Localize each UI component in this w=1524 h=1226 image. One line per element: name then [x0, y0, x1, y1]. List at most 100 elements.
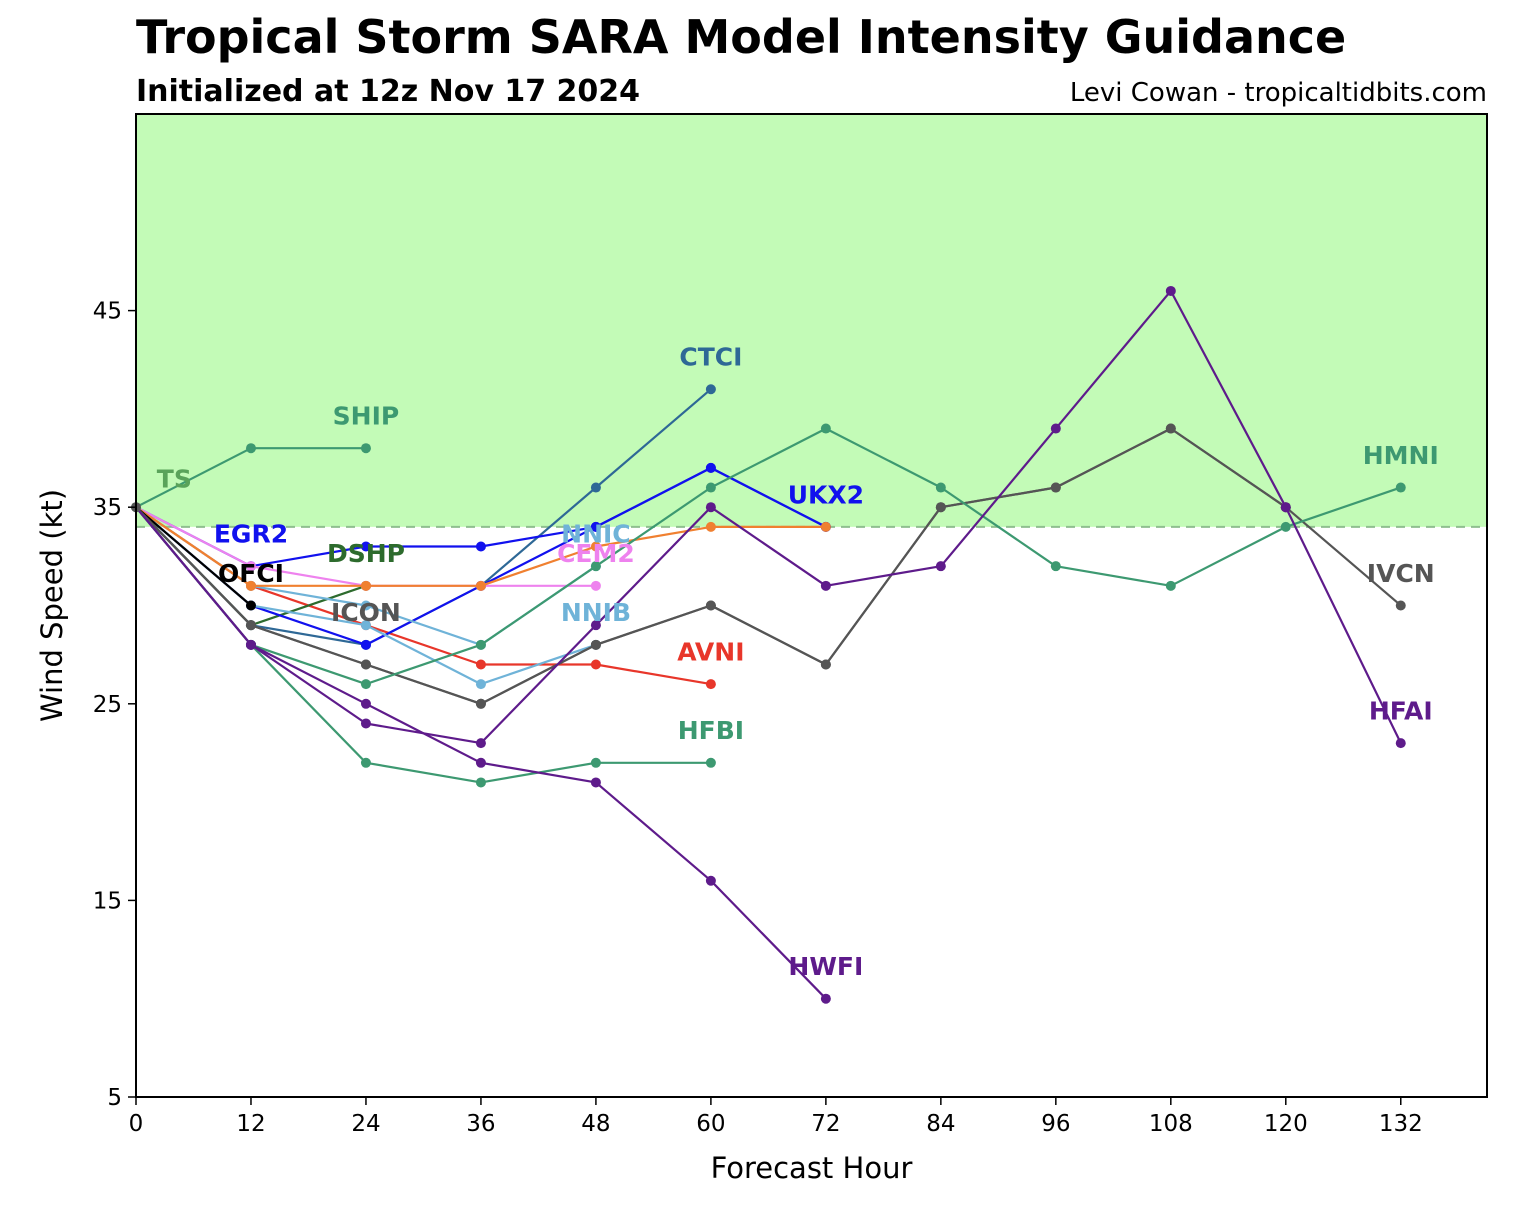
x-tick-label: 60: [696, 1111, 725, 1137]
data-point-ivcn: [590, 639, 601, 650]
data-point-ukx2: [590, 521, 601, 532]
data-point-ivcn: [1050, 482, 1061, 493]
data-point-nnib: [475, 679, 486, 690]
x-tick-label: 132: [1379, 1111, 1423, 1137]
data-point-hfai: [360, 718, 371, 729]
data-point-hfai: [475, 738, 486, 749]
series-line-ivcn: [135, 427, 1402, 705]
data-point-ivcn: [935, 502, 946, 513]
data-point-hfbi: [475, 777, 486, 788]
data-point-nnib: [360, 620, 371, 631]
x-tick-label: 36: [466, 1111, 495, 1137]
x-axis-label: Forecast Hour: [711, 1151, 913, 1185]
data-point-ukx2: [360, 639, 371, 650]
series-label-ukx2: UKX2: [788, 480, 864, 509]
series-label-ivcn: IVCN: [1367, 559, 1435, 588]
data-point-unnamed: [360, 580, 371, 591]
data-point-ukx2: [705, 462, 716, 473]
series-label-nnib: NNIB: [561, 598, 631, 627]
y-axis-label: Wind Speed (kt): [35, 489, 69, 722]
data-point-hfbi: [590, 757, 601, 768]
data-point-hmni: [590, 561, 601, 572]
data-point-avni: [705, 679, 716, 690]
data-point-ctci: [590, 482, 601, 493]
series-label-hwfi: HWFI: [788, 952, 863, 981]
series-label-cem2: CEM2: [557, 539, 635, 568]
series-label-egr2: EGR2: [214, 520, 288, 549]
data-point-avni: [590, 659, 601, 670]
x-tick-label: 96: [1041, 1111, 1070, 1137]
y-tick-label: 5: [107, 1085, 122, 1111]
data-point-avni: [475, 659, 486, 670]
data-point-hmni: [1280, 521, 1291, 532]
x-tick-label: 108: [1149, 1111, 1193, 1137]
x-tick-label: 24: [351, 1111, 380, 1137]
x-tick-label: 120: [1264, 1111, 1308, 1137]
x-tick-label: 0: [129, 1111, 144, 1137]
data-point-ivcn: [245, 620, 256, 631]
chart-title: Tropical Storm SARA Model Intensity Guid…: [136, 10, 1347, 64]
data-point-hfai: [820, 580, 831, 591]
chart-subtitle: Initialized at 12z Nov 17 2024: [136, 74, 641, 109]
y-tick-label: 35: [93, 495, 122, 521]
series-line-hmni: [135, 427, 1402, 686]
data-point-hmni: [1165, 580, 1176, 591]
data-point-hfai: [1050, 423, 1061, 434]
data-point-unnamed: [590, 541, 601, 552]
data-point-ivcn: [820, 659, 831, 670]
data-point-ivcn: [360, 659, 371, 670]
data-point-unnamed: [475, 580, 486, 591]
series-line-hfai: [135, 289, 1402, 745]
data-point-ivcn: [475, 698, 486, 709]
data-point-hwfi: [590, 777, 601, 788]
data-point-hfai: [705, 502, 716, 513]
series-label-nnic: NNIC: [561, 520, 631, 549]
plot-background: [136, 114, 1487, 1097]
data-point-hwfi: [475, 757, 486, 768]
series-label-ofci: OFCI: [218, 559, 284, 588]
y-tick-label: 15: [93, 888, 122, 914]
series-label-avni: AVNI: [677, 638, 744, 667]
data-point-hfbi: [360, 757, 371, 768]
data-point-ctci: [705, 384, 716, 395]
series-label-hfbi: HFBI: [678, 716, 744, 745]
series-label-icon: ICON: [331, 598, 401, 627]
data-point-hmni: [360, 679, 371, 690]
data-point-unnamed: [820, 521, 831, 532]
data-point-cem2: [245, 561, 256, 572]
data-point-hmni: [1395, 482, 1406, 493]
data-point-hfai: [1165, 285, 1176, 296]
axes-layer: 0 12 24 36 48 60 72 84 96 108 120 132 5 15 25 35 45 Forec…: [35, 113, 1488, 1185]
data-point-hfai: [1280, 502, 1291, 513]
series-label-dshp: DSHP: [327, 539, 405, 568]
data-point-hmni: [705, 482, 716, 493]
x-tick-label: 72: [811, 1111, 840, 1137]
data-point-ivcn: [1165, 423, 1176, 434]
chart-credit: Levi Cowan - tropicaltidbits.com: [1069, 78, 1487, 108]
data-point-hfai: [590, 620, 601, 631]
data-point-unnamed: [705, 521, 716, 532]
tropical-storm-band: [136, 114, 1487, 527]
series-label-hmni: HMNI: [1363, 441, 1439, 470]
data-point-ivcn: [1395, 600, 1406, 611]
y-tick-label: 45: [93, 299, 122, 325]
series-label-ship: SHIP: [333, 402, 400, 431]
data-point-hmni: [475, 639, 486, 650]
series-label-ts: TS: [157, 465, 192, 494]
data-point-hmni: [820, 423, 831, 434]
series-line-ofci: [135, 506, 252, 607]
data-point-ship: [360, 443, 371, 454]
x-tick-label: 84: [926, 1111, 955, 1137]
data-point-cem2: [590, 580, 601, 591]
data-point-hmni: [1050, 561, 1061, 572]
data-point-hmni: [935, 482, 946, 493]
data-point-egr2: [475, 541, 486, 552]
data-point-ivcn: [705, 600, 716, 611]
data-point-ship: [245, 443, 256, 454]
data-point-hfbi: [705, 757, 716, 768]
data-point-hfai: [1395, 738, 1406, 749]
data-point-nnic: [360, 600, 371, 611]
plot-frame: [135, 113, 1488, 1098]
